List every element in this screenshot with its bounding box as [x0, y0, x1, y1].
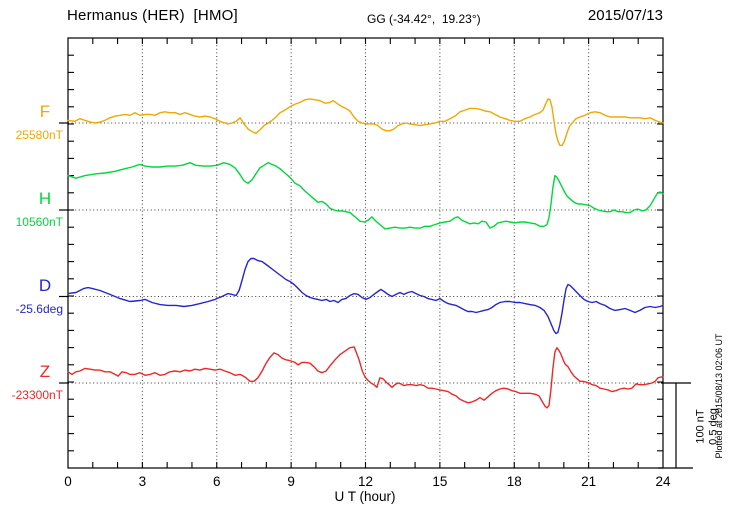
plotted-timestamp: Plotted at 2015/08/13 02:06 UT	[714, 333, 724, 459]
trace-label-h: H	[38, 189, 52, 208]
trace-label-z: Z	[39, 362, 51, 381]
x-tick-label: 24	[655, 474, 671, 489]
trace-label-f: F	[39, 102, 51, 121]
x-tick-label: 15	[432, 474, 448, 489]
geographic-coords-label: GG (-34.42°, 19.23°)	[367, 12, 481, 26]
trace-F	[67, 98, 664, 147]
x-axis-label: U T (hour)	[334, 489, 396, 504]
trace-baseline-d: -25.6deg	[15, 301, 63, 316]
x-tick-label: 12	[357, 474, 374, 489]
trace-baseline-h: 10560nT	[15, 215, 63, 229]
x-tick-label: 0	[64, 474, 72, 489]
trace-label-d: D	[38, 275, 52, 295]
x-tick-label: 9	[287, 474, 295, 489]
x-tick-label: 18	[506, 474, 522, 489]
trace-baseline-f: 25580nT	[15, 128, 63, 142]
plot-date: 2015/07/13	[587, 7, 663, 24]
scalebar-label-nt: 100 nT	[694, 409, 707, 444]
x-tick-label: 6	[212, 474, 221, 489]
trace-H	[67, 161, 664, 230]
trace-baseline-z: -23300nT	[11, 388, 63, 402]
station-title: Hermanus (HER) [HMO]	[67, 7, 238, 24]
x-tick-label: 3	[138, 474, 147, 489]
trace-Z	[67, 346, 664, 409]
trace-D	[67, 257, 664, 335]
x-tick-label: 21	[581, 474, 597, 489]
plot-frame	[67, 37, 664, 469]
